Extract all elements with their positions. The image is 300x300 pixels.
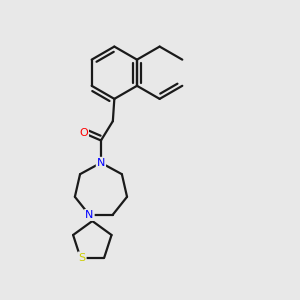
- Text: O: O: [79, 128, 88, 138]
- Text: O: O: [79, 128, 88, 138]
- Text: N: N: [97, 158, 105, 168]
- Text: N: N: [85, 210, 94, 220]
- Text: S: S: [78, 253, 85, 262]
- Text: N: N: [97, 158, 105, 168]
- Text: S: S: [78, 253, 85, 262]
- Text: N: N: [85, 210, 94, 220]
